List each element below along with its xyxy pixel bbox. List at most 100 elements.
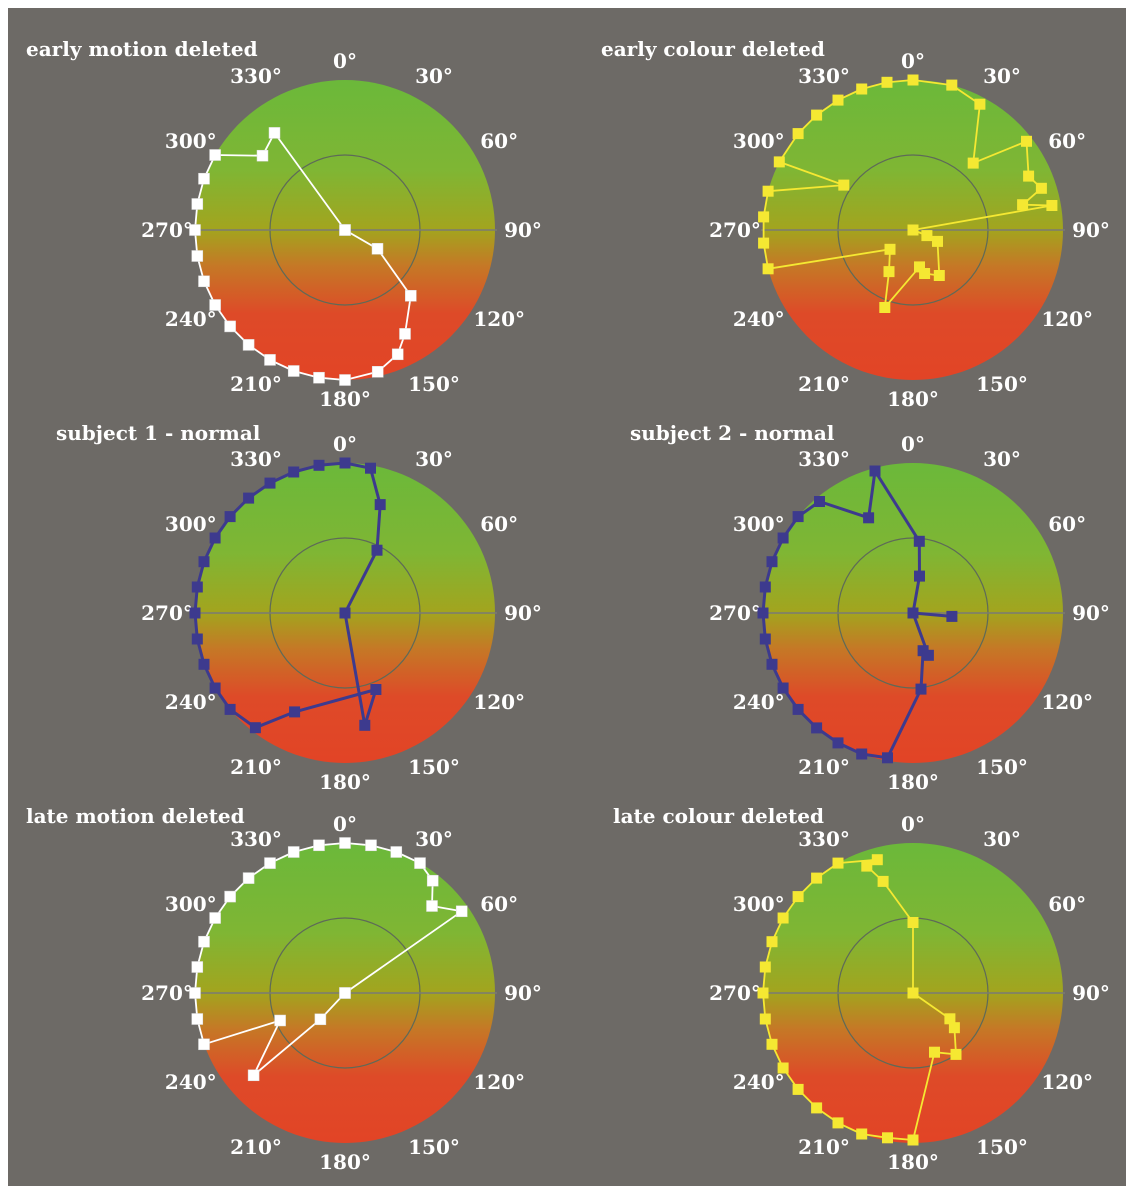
angle-label: 300° — [165, 892, 217, 916]
series-line — [194, 132, 412, 381]
data-point — [919, 268, 931, 279]
data-point — [792, 511, 804, 523]
angle-label: 60° — [480, 129, 518, 153]
data-point — [365, 462, 376, 474]
data-point — [1023, 170, 1035, 182]
data-point — [365, 839, 377, 852]
data-point — [863, 512, 875, 524]
angle-label: 270° — [141, 218, 193, 242]
data-point — [915, 683, 927, 695]
data-point — [198, 1038, 210, 1051]
angle-label: 120° — [473, 1070, 525, 1094]
data-point — [339, 987, 351, 999]
data-point — [313, 371, 325, 384]
panel-title: early motion deleted — [26, 37, 258, 61]
data-point — [759, 961, 771, 973]
data-point — [1035, 182, 1047, 194]
data-point — [814, 496, 825, 507]
data-point — [313, 839, 325, 852]
angle-label: 270° — [709, 218, 761, 242]
data-point — [777, 532, 789, 544]
angle-label: 270° — [141, 601, 193, 625]
angle-label: 300° — [733, 129, 785, 153]
data-point — [946, 610, 958, 622]
angle-label: 180° — [319, 1150, 371, 1174]
angle-label: 120° — [473, 307, 525, 331]
data-point — [832, 1117, 844, 1129]
data-point — [881, 76, 893, 88]
data-point — [339, 837, 351, 849]
data-point — [264, 354, 276, 366]
angle-label: 330° — [798, 447, 850, 471]
angle-label: 0° — [901, 432, 925, 456]
data-point — [370, 684, 382, 695]
data-point — [856, 748, 868, 760]
angle-label: 60° — [1048, 129, 1086, 153]
data-point — [907, 224, 919, 236]
angle-label: 120° — [1041, 307, 1093, 331]
data-point — [883, 266, 895, 278]
data-point — [877, 875, 889, 887]
data-point — [907, 74, 919, 86]
data-point — [777, 682, 789, 694]
angle-label: 240° — [165, 690, 217, 714]
data-point — [339, 457, 351, 469]
panel-title: late motion deleted — [26, 804, 245, 828]
angle-label: 150° — [976, 1135, 1028, 1159]
angle-label: 330° — [798, 64, 850, 88]
angle-label: 210° — [798, 372, 850, 396]
angle-label: 330° — [230, 827, 282, 851]
angle-label: 90° — [1072, 218, 1110, 242]
data-point — [209, 532, 221, 544]
angle-label: 270° — [709, 601, 761, 625]
angle-label: 210° — [230, 755, 282, 779]
data-point — [758, 211, 770, 223]
data-point — [792, 1083, 804, 1095]
angle-label: 0° — [901, 812, 925, 836]
data-point — [879, 302, 891, 313]
data-point — [391, 348, 404, 361]
angle-label: 240° — [165, 307, 217, 331]
angle-label: 240° — [733, 1070, 785, 1094]
angle-label: 30° — [983, 827, 1021, 851]
data-point — [811, 109, 823, 121]
data-point — [287, 846, 300, 858]
data-point — [224, 703, 236, 715]
data-point — [907, 607, 919, 619]
angle-label: 210° — [230, 372, 282, 396]
data-point — [811, 872, 823, 884]
data-point — [907, 917, 919, 928]
data-point — [191, 198, 204, 210]
angle-label: 270° — [709, 981, 761, 1005]
data-point — [856, 1128, 868, 1140]
data-point — [838, 179, 850, 191]
angle-label: 300° — [165, 512, 217, 536]
data-point — [339, 374, 351, 386]
angle-label: 30° — [983, 64, 1021, 88]
angle-label: 240° — [165, 1070, 217, 1094]
data-point — [948, 1022, 960, 1034]
data-point — [405, 290, 417, 302]
angle-label: 60° — [480, 892, 518, 916]
polar-panel: subject 2 - normal 0° 30° 60° 90° 120° 150° 180… — [630, 421, 1110, 794]
data-point — [371, 366, 384, 378]
data-point — [209, 149, 221, 161]
angle-label: 180° — [887, 1150, 939, 1174]
data-point — [426, 900, 438, 912]
angle-label: 240° — [733, 307, 785, 331]
data-point — [757, 607, 769, 619]
data-point — [933, 270, 945, 281]
data-point — [914, 570, 925, 582]
angle-label: 0° — [333, 432, 357, 456]
angle-label: 90° — [1072, 981, 1110, 1005]
data-point — [191, 1013, 204, 1025]
data-point — [946, 79, 958, 91]
angle-label: 30° — [415, 827, 453, 851]
data-point — [198, 658, 210, 670]
data-point — [247, 1069, 260, 1082]
angle-label: 150° — [408, 1135, 460, 1159]
data-point — [757, 987, 769, 999]
data-point — [922, 649, 934, 661]
data-point — [339, 224, 351, 236]
panel-title: subject 1 - normal — [56, 421, 261, 445]
